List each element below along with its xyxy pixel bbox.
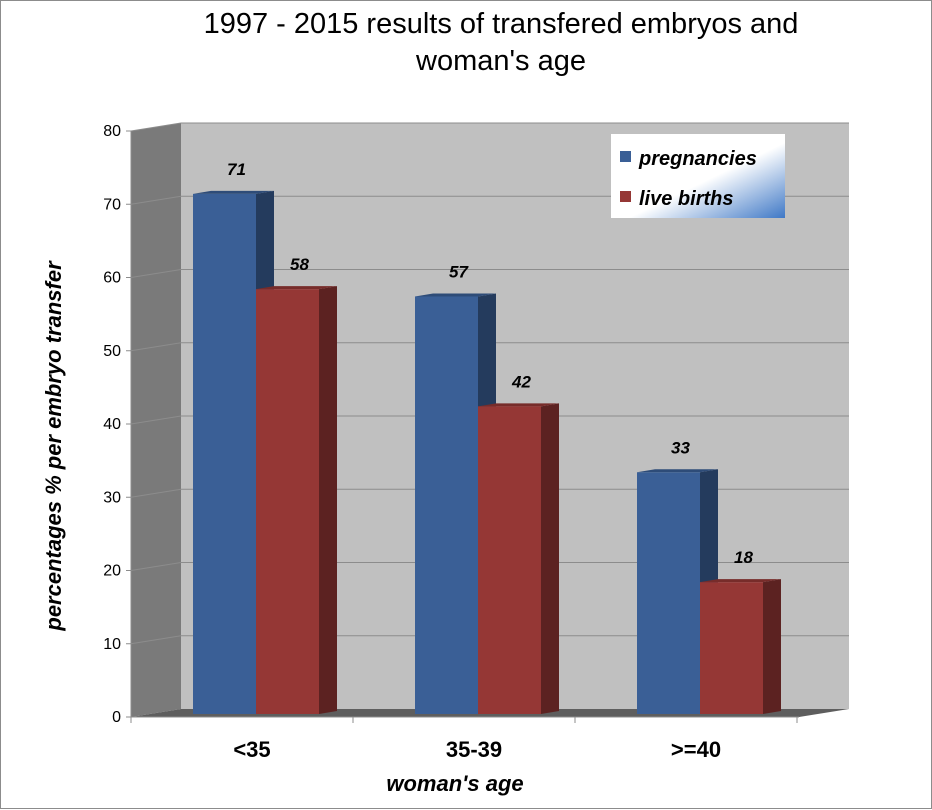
gridline-side <box>130 488 182 498</box>
y-tick-label: 60 <box>103 270 121 287</box>
chart-title-line-2: woman's age <box>415 45 586 77</box>
chart-title-line-1: 1997 - 2015 results of transfered embryo… <box>204 8 799 40</box>
gridline-side <box>130 122 182 132</box>
y-axis-title: percentages % per embryo transfer <box>41 260 66 632</box>
y-tick-label: 10 <box>103 636 121 653</box>
legend-label-live-births: live births <box>639 188 733 210</box>
gridline-side <box>130 269 182 278</box>
x-axis-title: woman's age <box>386 771 523 796</box>
gridline-side <box>130 562 182 571</box>
y-tick-label: 0 <box>112 709 121 726</box>
y-tick-label: 70 <box>103 196 121 213</box>
y-tick-label: 20 <box>103 563 121 580</box>
bar-live-births-1 <box>478 403 559 714</box>
data-label: 71 <box>227 160 246 179</box>
data-label: 57 <box>449 262 469 281</box>
legend-box <box>611 134 785 218</box>
x-tick-label: <35 <box>233 737 270 762</box>
y-tick-label: 80 <box>103 123 121 140</box>
legend-swatch-live-births <box>620 191 631 202</box>
data-label: 42 <box>511 372 531 391</box>
bar-live-births-0 <box>256 286 337 714</box>
bar-live-births-2 <box>700 579 781 714</box>
gridline-side <box>130 635 182 645</box>
gridline-side <box>130 415 182 425</box>
y-tick-label: 40 <box>103 416 121 433</box>
bar-series <box>193 190 781 715</box>
data-label: 33 <box>671 438 690 457</box>
x-axis-ticks: <35 35-39 >=40 <box>130 717 798 762</box>
legend-swatch-pregnancies <box>620 151 631 162</box>
data-label: 18 <box>734 548 753 567</box>
x-tick-label: >=40 <box>671 737 721 762</box>
data-labels: 71 58 57 42 33 18 <box>227 160 753 567</box>
gridline-side <box>130 195 182 205</box>
data-label: 58 <box>290 255 309 274</box>
gridline-side <box>130 342 182 352</box>
legend: pregnancies live births <box>611 134 785 218</box>
x-tick-label: 35-39 <box>446 737 502 762</box>
y-tick-label: 50 <box>103 343 121 360</box>
y-tick-label: 30 <box>103 489 121 506</box>
legend-label-pregnancies: pregnancies <box>638 148 757 170</box>
y-axis-ticks: 0 10 20 30 40 50 60 70 80 <box>103 123 131 726</box>
